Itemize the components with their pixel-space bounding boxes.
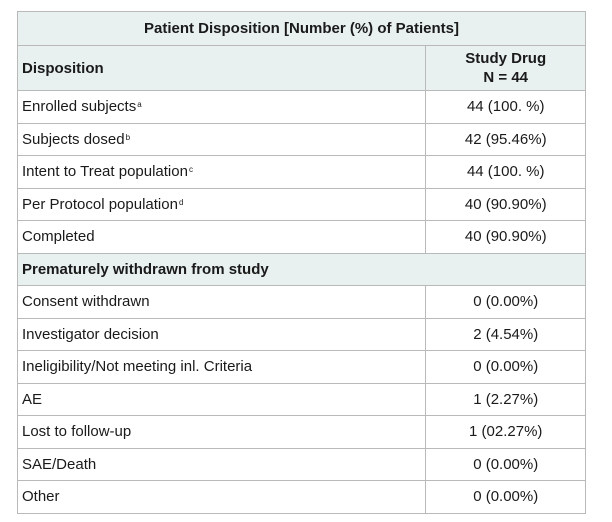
row-label: Enrolled subjectsa [16,90,427,124]
row-value: 0 (0.00%) [425,480,586,514]
row-label: AE [16,382,427,416]
row-label-text: Enrolled subjects [22,98,137,116]
row-value: 1 (2.27%) [425,382,586,416]
footnote-marker: a [137,100,142,110]
row-label-text: Intent to Treat population [22,163,188,181]
footnote-marker: d [178,197,184,207]
table-row: Ineligibility/Not meeting inl. Criteria … [16,350,586,384]
section-header-row: Prematurely withdrawn from study [17,252,586,286]
row-label-text: Per Protocol population [22,195,178,213]
row-label-text: Completed [22,228,95,246]
header-study-drug: Study Drug N = 44 [425,45,586,91]
row-value: 2 (4.54%) [425,317,586,351]
row-value: 1 (02.27%) [425,415,586,449]
header-study-drug-label: Study Drug [465,50,547,67]
row-value: 0 (0.00%) [425,447,586,481]
table-title-row: Patient Disposition [Number (%) of Patie… [17,11,586,46]
table-row: Subjects dosedb 42 (95.46%) [16,122,586,156]
row-value: 40 (90.90%) [425,187,586,221]
row-label-text: Subjects dosed [22,130,125,148]
row-label: Per Protocol populationd [16,187,427,221]
header-study-drug-n: N = 44 [483,69,529,86]
disposition-table-container: Patient Disposition [Number (%) of Patie… [16,11,586,514]
table-header-row: Disposition Study Drug N = 44 [16,45,586,91]
row-value: 44 (100. %) [425,155,586,189]
row-label: Other [16,480,427,514]
table-row: Per Protocol populationd 40 (90.90%) [16,187,586,221]
row-label: Subjects dosedb [16,122,427,156]
row-value: 0 (0.00%) [425,285,586,319]
patient-disposition-table: Patient Disposition [Number (%) of Patie… [16,11,586,514]
table-row: Intent to Treat populationc 44 (100. %) [16,155,586,189]
header-disposition: Disposition [16,45,427,91]
table-row: Other 0 (0.00%) [16,480,586,514]
row-label: Consent withdrawn [16,285,427,319]
row-label: Lost to follow-up [16,415,427,449]
footnote-marker: b [125,132,131,142]
table-row: Lost to follow-up 1 (02.27%) [16,415,586,449]
footnote-marker: c [188,165,193,175]
table-title: Patient Disposition [Number (%) of Patie… [17,11,586,46]
row-label: Completed [16,220,427,254]
table-row: AE 1 (2.27%) [16,382,586,416]
section-label: Prematurely withdrawn from study [17,252,586,286]
row-label: Ineligibility/Not meeting inl. Criteria [16,350,427,384]
table-row: Enrolled subjectsa 44 (100. %) [16,90,586,124]
row-value: 40 (90.90%) [425,220,586,254]
table-row: SAE/Death 0 (0.00%) [16,447,586,481]
table-row: Investigator decision 2 (4.54%) [16,317,586,351]
row-value: 44 (100. %) [425,90,586,124]
row-value: 0 (0.00%) [425,350,586,384]
table-row: Consent withdrawn 0 (0.00%) [16,285,586,319]
row-value: 42 (95.46%) [425,122,586,156]
row-label: Investigator decision [16,317,427,351]
row-label: SAE/Death [16,447,427,481]
table-row: Completed 40 (90.90%) [16,220,586,254]
row-label: Intent to Treat populationc [16,155,427,189]
